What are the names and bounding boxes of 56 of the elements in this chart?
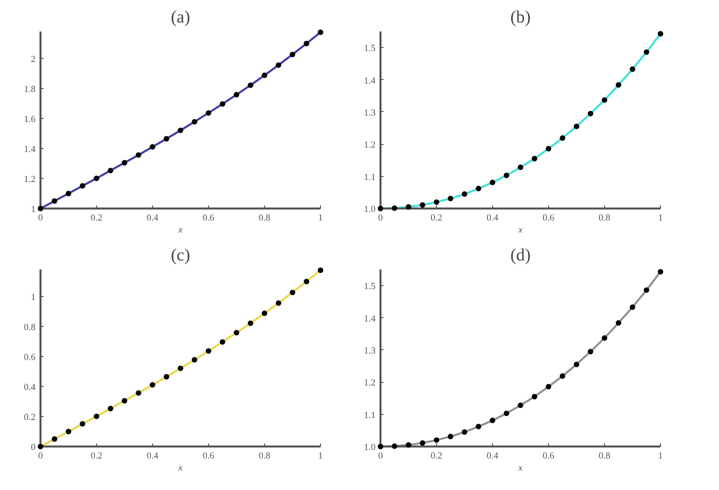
x-tick-label: 0.2 bbox=[430, 452, 443, 462]
y-tick-label: 0 bbox=[30, 443, 36, 453]
x-tick-label: 0.2 bbox=[430, 214, 443, 224]
x-tick-label: 0.4 bbox=[146, 452, 159, 462]
y-tick-label: 1.4 bbox=[24, 145, 36, 155]
y-tick-label: 1.2 bbox=[364, 140, 376, 151]
x-tick-label: 1 bbox=[318, 452, 324, 462]
x-tick-label: 0.8 bbox=[258, 214, 271, 224]
y-tick-label: 1.0 bbox=[364, 443, 376, 453]
y-tick-label: 0.6 bbox=[24, 353, 36, 363]
x-tick-label: 0.6 bbox=[202, 214, 215, 224]
y-tick-label: 1.4 bbox=[364, 76, 376, 86]
x-tick-label: 0.2 bbox=[90, 452, 103, 462]
x-axis-title: x bbox=[517, 226, 524, 236]
x-tick-label: 1 bbox=[318, 214, 324, 224]
y-tick-label: 1.5 bbox=[364, 44, 376, 54]
x-tick-label: 0.8 bbox=[598, 214, 611, 224]
x-tick-label: 0.4 bbox=[146, 214, 159, 224]
y-tick-label: 1.5 bbox=[364, 282, 376, 292]
y-tick-label: 0.2 bbox=[24, 413, 36, 423]
y-tick-label: 1.1 bbox=[364, 172, 376, 183]
x-tick-label: 0.4 bbox=[486, 214, 499, 224]
x-tick-label: 0 bbox=[38, 452, 44, 462]
y-tick-label: 1.1 bbox=[364, 410, 376, 421]
y-tick-label: 0.4 bbox=[24, 383, 36, 393]
x-tick-label: 0 bbox=[38, 214, 44, 224]
y-tick-label: 1.8 bbox=[24, 85, 36, 95]
y-tick-label: 1 bbox=[30, 293, 36, 303]
y-tick-label: 1.3 bbox=[364, 108, 376, 118]
x-axis-title: x bbox=[177, 226, 184, 236]
y-tick-label: 1.0 bbox=[364, 205, 376, 215]
x-axis-title: x bbox=[177, 464, 184, 474]
x-tick-label: 1 bbox=[658, 452, 664, 462]
x-tick-label: 0.8 bbox=[258, 452, 271, 462]
chart-title: (a) bbox=[170, 8, 190, 26]
y-tick-label: 1.2 bbox=[24, 175, 36, 185]
chart-title: (d) bbox=[510, 246, 531, 264]
y-tick-label: 0.8 bbox=[24, 323, 36, 333]
x-tick-label: 0.6 bbox=[542, 452, 555, 462]
y-tick-label: 1.6 bbox=[24, 115, 36, 125]
y-tick-label: 1.3 bbox=[364, 346, 376, 356]
x-tick-label: 0.6 bbox=[202, 452, 215, 462]
x-tick-label: 0.8 bbox=[598, 452, 611, 462]
y-tick-label: 2 bbox=[30, 55, 36, 65]
y-tick-label: 1.4 bbox=[364, 314, 376, 324]
x-tick-label: 0.4 bbox=[486, 452, 499, 462]
x-axis-title: x bbox=[517, 464, 524, 474]
chart-title: (b) bbox=[510, 8, 531, 26]
x-tick-label: 0 bbox=[378, 214, 384, 224]
x-tick-label: 0.2 bbox=[90, 214, 103, 224]
y-tick-label: 1 bbox=[30, 205, 36, 215]
y-tick-label: 1.2 bbox=[364, 378, 376, 389]
chart-title: (c) bbox=[170, 246, 190, 264]
x-tick-label: 0 bbox=[378, 452, 384, 462]
x-tick-label: 0.6 bbox=[542, 214, 555, 224]
x-tick-label: 1 bbox=[658, 214, 664, 224]
